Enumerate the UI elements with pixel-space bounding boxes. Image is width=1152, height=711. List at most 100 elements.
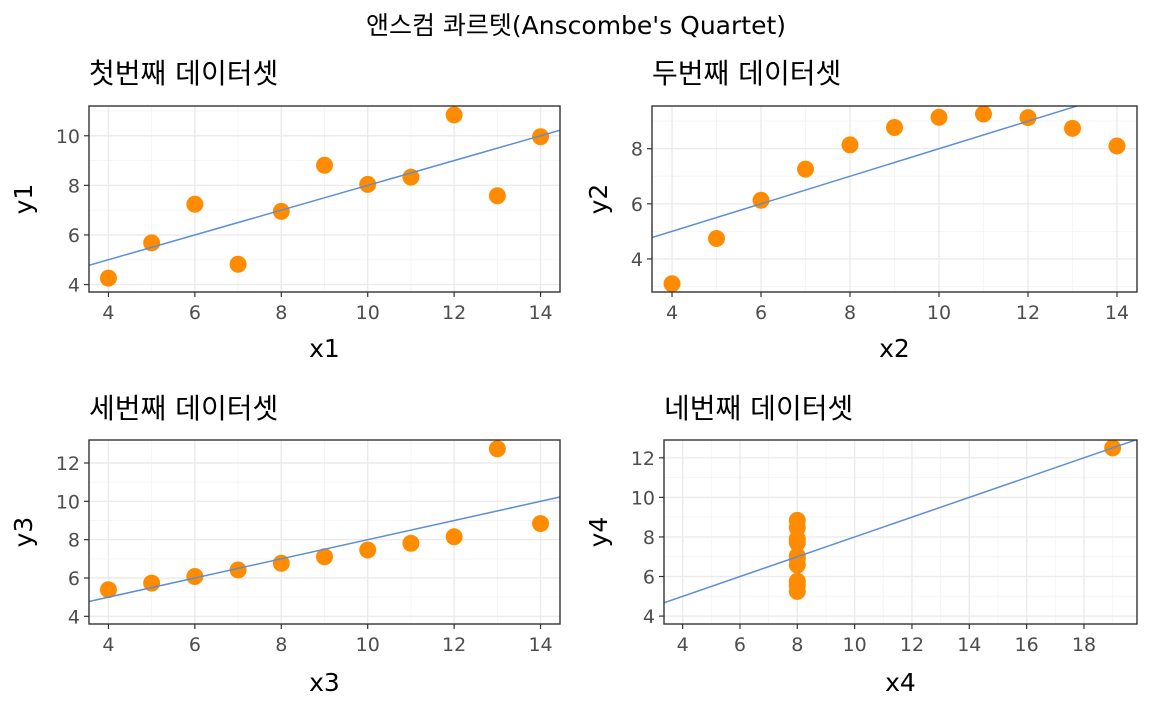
data-point bbox=[186, 567, 204, 585]
data-point bbox=[532, 128, 550, 146]
x-tick-label: 18 bbox=[1072, 634, 1096, 656]
panel-title: 첫번째 데이터셋 bbox=[89, 57, 278, 90]
x-tick-label: 14 bbox=[528, 634, 552, 656]
regression-line bbox=[664, 440, 1137, 604]
panel-border bbox=[88, 439, 561, 625]
data-point bbox=[316, 548, 333, 566]
data-point bbox=[272, 554, 290, 572]
data-point bbox=[488, 440, 506, 458]
y-axis-title: y2 bbox=[584, 184, 613, 215]
y-tick-label: 8 bbox=[643, 527, 655, 549]
data-point bbox=[99, 581, 117, 599]
panel-1: 4 6 8 10 12 14 4 6 8 10 첫번째 데이터셋 x1 y1 bbox=[9, 57, 561, 363]
regression-line bbox=[652, 106, 1080, 239]
x-tick-label: 8 bbox=[275, 634, 287, 656]
x-tick-label: 4 bbox=[666, 302, 678, 324]
data-point bbox=[445, 528, 463, 546]
panel-title: 세번째 데이터셋 bbox=[89, 392, 278, 425]
data-point bbox=[143, 574, 161, 592]
plot-background bbox=[664, 440, 1137, 624]
data-point bbox=[708, 230, 726, 248]
panel-2: 4 6 8 10 12 14 4 6 8 두번째 데이터셋 x2 y2 bbox=[584, 57, 1138, 363]
data-point bbox=[143, 234, 161, 252]
data-point bbox=[797, 160, 815, 178]
data-point bbox=[788, 576, 806, 594]
y-tick-label: 6 bbox=[68, 568, 80, 590]
x-tick-label: 10 bbox=[927, 302, 951, 324]
y-tick-label: 6 bbox=[643, 567, 655, 589]
y-tick-label: 4 bbox=[631, 249, 643, 271]
data-point bbox=[532, 515, 550, 533]
x-tick-label: 8 bbox=[844, 302, 856, 324]
data-point bbox=[229, 561, 247, 579]
x-tick-label: 14 bbox=[528, 302, 552, 324]
y-axis-title: y3 bbox=[9, 517, 38, 548]
x-tick-label: 12 bbox=[900, 634, 924, 656]
data-point bbox=[359, 541, 377, 559]
panel-border bbox=[663, 439, 1138, 625]
regression-line bbox=[89, 496, 560, 603]
data-point bbox=[841, 136, 859, 154]
data-point bbox=[359, 175, 377, 193]
data-point bbox=[1108, 137, 1126, 155]
y-axis-title: y1 bbox=[9, 184, 38, 215]
x-tick-label: 4 bbox=[677, 634, 689, 656]
data-point bbox=[1063, 119, 1081, 137]
x-tick-label: 14 bbox=[957, 634, 981, 656]
data-point bbox=[186, 195, 204, 213]
x-axis-title: x4 bbox=[885, 668, 916, 697]
x-tick-label: 6 bbox=[734, 634, 746, 656]
data-point bbox=[229, 255, 247, 273]
x-tick-label: 10 bbox=[356, 302, 380, 324]
data-point bbox=[974, 105, 992, 123]
x-axis-title: x2 bbox=[879, 334, 910, 363]
data-point bbox=[272, 202, 290, 220]
panel-border bbox=[651, 105, 1138, 293]
x-tick-label: 10 bbox=[356, 634, 380, 656]
x-tick-label: 8 bbox=[275, 302, 287, 324]
data-point bbox=[886, 118, 903, 136]
x-tick-label: 12 bbox=[1016, 302, 1040, 324]
panel-3: 4 6 8 10 12 14 4 6 8 10 12 세번째 데이터셋 x3 y3 bbox=[9, 392, 561, 697]
x-tick-label: 12 bbox=[442, 302, 466, 324]
regression-line bbox=[89, 129, 560, 267]
panel-4: 4 6 8 10 12 14 16 18 4 6 8 10 12 네번째 데이터셋 x4 y4 bbox=[584, 392, 1138, 697]
data-point bbox=[488, 187, 506, 205]
y-axis-title: y4 bbox=[584, 517, 613, 548]
data-point bbox=[930, 108, 948, 126]
panel-title: 네번째 데이터셋 bbox=[664, 392, 853, 425]
x-tick-label: 6 bbox=[189, 302, 201, 324]
y-tick-label: 12 bbox=[631, 448, 655, 470]
x-tick-label: 12 bbox=[442, 634, 466, 656]
x-tick-label: 16 bbox=[1015, 634, 1039, 656]
data-point bbox=[663, 275, 681, 293]
y-tick-label: 4 bbox=[68, 275, 80, 297]
x-tick-label: 10 bbox=[843, 634, 867, 656]
x-tick-label: 4 bbox=[102, 302, 114, 324]
data-point bbox=[316, 156, 333, 174]
data-point bbox=[402, 168, 420, 186]
panel-border bbox=[88, 105, 561, 293]
x-tick-label: 8 bbox=[791, 634, 803, 656]
panel-title: 두번째 데이터셋 bbox=[652, 57, 841, 90]
y-tick-label: 8 bbox=[631, 139, 643, 161]
y-tick-label: 6 bbox=[68, 225, 80, 247]
x-tick-label: 4 bbox=[102, 634, 114, 656]
y-tick-label: 8 bbox=[68, 530, 80, 552]
data-point bbox=[402, 534, 420, 552]
y-tick-label: 4 bbox=[643, 606, 655, 628]
y-tick-label: 8 bbox=[68, 175, 80, 197]
y-tick-label: 4 bbox=[68, 606, 80, 628]
y-tick-label: 10 bbox=[631, 487, 655, 509]
x-tick-label: 6 bbox=[189, 634, 201, 656]
y-tick-label: 12 bbox=[56, 453, 80, 475]
y-tick-label: 6 bbox=[631, 194, 643, 216]
y-tick-label: 10 bbox=[56, 126, 80, 148]
x-axis-title: x1 bbox=[309, 334, 340, 363]
y-tick-label: 10 bbox=[56, 491, 80, 513]
data-point bbox=[445, 106, 463, 124]
figure-title: 앤스컴 콰르텟(Anscombe's Quartet) bbox=[365, 11, 787, 40]
data-point bbox=[99, 269, 117, 287]
